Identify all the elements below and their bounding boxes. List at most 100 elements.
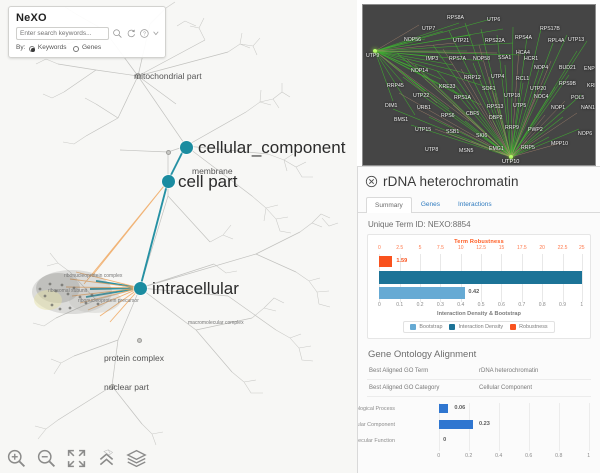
gene-network-edges [374,18,588,158]
radio-genes[interactable] [73,45,80,52]
axis-tick: 0.9 [559,302,566,308]
search-input[interactable] [16,27,109,40]
gene-node-utp10-hub[interactable] [509,155,513,159]
bar-cellular-component [438,420,474,429]
zoom-out-icon[interactable] [36,448,57,469]
bar-bootstrap [379,287,465,299]
axis-tick: 0 [377,245,381,251]
svg-text:?: ? [143,31,146,37]
category-label: Cellular Component [357,422,395,428]
node-cellular-component[interactable] [180,141,193,154]
robustness-chart: Term Robustness 0 2.5 5 7.5 10 12.5 15 1… [367,234,591,339]
tab-interactions[interactable]: Interactions [457,201,492,208]
axis-tick: 0.1 [396,302,404,308]
ontology-tree-view[interactable]: cellular_component cell part intracellul… [0,0,357,473]
node-intracellular[interactable] [134,282,147,295]
tree-node[interactable] [137,338,142,343]
chart-bottom-axis: 0 0.1 0.2 0.3 0.4 0.5 0.6 0.7 0.8 0.9 1 [373,302,585,310]
axis-tick: 15 [498,245,505,251]
axis-tick: 0.4 [457,302,465,308]
chart-legend: Bootstrap Interaction Density Robustness [373,317,585,335]
ontology-tree-graph[interactable] [0,0,357,473]
app-title: NeXO [16,12,47,24]
axis-tick: 0.2 [465,453,473,459]
detail-header: rDNA heterochromatin [358,167,600,191]
radio-keywords[interactable] [29,45,36,52]
axis-tick: 10 [457,245,464,251]
axis-tick: 0.6 [497,302,505,308]
bar-robustness [379,256,393,267]
axis-tick: 0 [377,302,381,308]
go-alignment-row-category: Best Aligned GO Category Cellular Compon… [367,380,591,397]
axis-tick: 0.5 [477,302,485,308]
axis-tick: 2.5 [396,245,404,251]
tree-node[interactable] [135,73,141,79]
legend-item-interaction-density[interactable]: Interaction Density [449,324,503,330]
legend-item-robustness[interactable]: Robustness [510,324,548,330]
bar-value-bootstrap: 0.42 [468,288,480,295]
tree-node[interactable] [110,384,115,389]
refresh-icon[interactable] [126,27,137,40]
close-icon[interactable] [365,175,378,188]
collapse-icon[interactable] [96,448,117,469]
filter-label: By: [16,44,26,51]
axis-tick: 5 [418,245,422,251]
axis-tick: 17.5 [516,245,527,251]
axis-tick: 0.3 [436,302,444,308]
category-label: Biological Process [358,406,395,412]
axis-tick: 0.2 [416,302,424,308]
help-icon[interactable]: ? [139,27,150,40]
chevron-down-icon[interactable] [153,27,159,40]
legend-label: Robustness [519,324,548,330]
go-category-chart: Biological Process 0.06 Cellular Compone… [358,403,591,465]
radio-keywords-label[interactable]: Keywords [37,44,67,51]
gene-interaction-network[interactable]: UTP9 RPS8A UTP6 UTP7 NOP56 RPS17B RPS4A … [362,4,596,166]
chart-title-term-robustness: Term Robustness [454,239,504,245]
go-term-value: rDNA heterochromatin [479,368,539,374]
go-term-key: Best Aligned GO Term [369,368,429,374]
category-label: Molecular Function [357,438,395,444]
search-icon[interactable] [112,27,123,40]
tab-summary[interactable]: Summary [366,197,412,213]
tab-genes[interactable]: Genes [420,201,440,208]
chart-xlabel: Interaction Density & Bootstrap [437,311,521,317]
zoom-in-icon[interactable] [6,448,27,469]
view-toolbar[interactable] [6,448,147,469]
detail-tabs[interactable]: Summary Genes Interactions [358,196,600,213]
axis-tick: 0 [437,453,441,459]
legend-item-bootstrap[interactable]: Bootstrap [410,324,442,330]
axis-tick: 20 [539,245,545,251]
bar-value-biological-process: 0.06 [454,405,466,411]
axis-tick: 22.5 [557,245,568,251]
gene-node-utp9[interactable] [373,49,377,53]
axis-tick: 1 [587,453,591,459]
bar-value-cellular-component: 0.23 [479,421,490,427]
layers-icon[interactable] [126,448,147,469]
legend-label: Bootstrap [419,324,443,330]
search-panel[interactable]: NeXO ? By: Keywords Genes [8,6,166,58]
tree-node[interactable] [166,150,171,155]
axis-tick: 7.5 [436,245,444,251]
radio-genes-label[interactable]: Genes [81,44,102,51]
bar-value-molecular-function: 0 [443,437,447,443]
go-category-value: Cellular Component [479,385,533,391]
chart-top-axis: 0 2.5 5 7.5 10 12.5 15 17.5 20 22.5 25 [373,245,585,253]
go-alignment-row-term: Best Aligned GO Term rDNA heterochromati… [367,363,591,380]
axis-tick: 0.7 [518,302,526,308]
axis-tick: 0.6 [525,453,533,459]
term-detail-panel[interactable]: rDNA heterochromatin Summary Genes Inter… [357,166,600,473]
axis-tick: 1 [580,302,584,308]
go-alignment-heading: Gene Ontology Alignment [368,349,477,360]
axis-tick: 0.4 [495,453,503,459]
chart-plot-area: 1.59 0.42 [373,254,585,302]
axis-tick: 25 [579,245,585,251]
bar-value-robustness: 1.59 [396,257,408,264]
legend-label: Interaction Density [458,324,504,330]
bar-interaction-density [379,271,582,284]
node-cell-part[interactable] [162,175,175,188]
go-category-key: Best Aligned GO Category [369,385,440,391]
biological-process-heading: Biological Process [358,465,600,473]
axis-tick: 0.8 [555,453,563,459]
fit-screen-icon[interactable] [66,448,87,469]
bar-biological-process [438,404,448,413]
